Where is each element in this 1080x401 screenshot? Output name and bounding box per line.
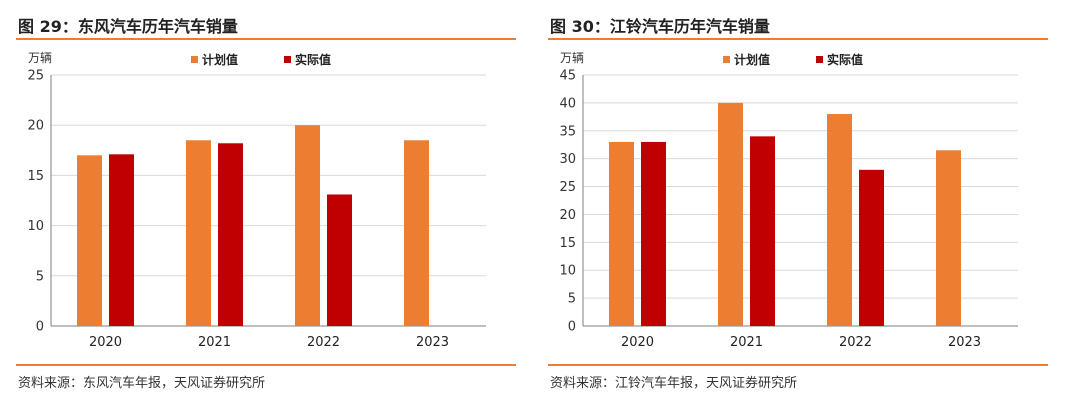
y-axis-label: 万辆 xyxy=(28,51,52,65)
source-rule xyxy=(548,364,1048,366)
bar-plan-2020 xyxy=(77,155,102,326)
y-axis-label: 万辆 xyxy=(560,51,584,65)
y-tick-label: 25 xyxy=(27,69,44,84)
y-tick-label: 15 xyxy=(559,236,576,251)
legend-swatch-0 xyxy=(191,56,198,63)
source-note: 资料来源：东风汽车年报，天风证券研究所 xyxy=(18,376,266,391)
legend-swatch-0 xyxy=(723,56,730,63)
bar-actual-2022 xyxy=(327,194,352,326)
figure-title: 图 29：东风汽车历年汽车销量 xyxy=(18,17,238,36)
y-tick-label: 10 xyxy=(559,264,576,279)
y-tick-label: 45 xyxy=(559,69,576,84)
legend-label-1: 实际值 xyxy=(827,52,863,67)
y-tick-label: 20 xyxy=(559,208,576,223)
bar-plan-2020 xyxy=(609,141,634,326)
bar-actual-2021 xyxy=(750,136,775,326)
y-tick-label: 5 xyxy=(36,269,44,284)
x-tick-label: 2022 xyxy=(839,335,872,350)
x-tick-label: 2020 xyxy=(89,335,122,350)
bar-plan-2022 xyxy=(827,114,852,327)
y-tick-label: 35 xyxy=(559,124,576,139)
y-tick-label: 20 xyxy=(27,119,44,134)
figure-title: 图 30：江铃汽车历年汽车销量 xyxy=(550,17,770,36)
legend-swatch-1 xyxy=(816,56,823,63)
x-tick-label: 2023 xyxy=(416,335,449,350)
bar-plan-2021 xyxy=(718,102,743,326)
legend-label-0: 计划值 xyxy=(202,52,238,67)
x-tick-label: 2021 xyxy=(730,335,763,350)
bar-actual-2022 xyxy=(859,169,884,326)
bar-plan-2023 xyxy=(936,150,961,326)
chart-panel-jiangling: 图 30：江铃汽车历年汽车销量 万辆 计划值 实际值 0 5 10 15 20 25 30 35 40… xyxy=(548,0,1048,401)
title-rule xyxy=(548,38,1048,40)
y-tick-label: 0 xyxy=(568,320,576,335)
y-tick-label: 25 xyxy=(559,180,576,195)
source-rule xyxy=(16,364,516,366)
y-tick-label: 30 xyxy=(559,152,576,167)
legend-label-1: 实际值 xyxy=(295,52,331,67)
y-tick-label: 40 xyxy=(559,96,576,111)
y-tick-label: 5 xyxy=(568,292,576,307)
bar-actual-2021 xyxy=(218,143,243,326)
x-tick-label: 2020 xyxy=(621,335,654,350)
y-tick-label: 15 xyxy=(27,169,44,184)
bar-chart-jiangling: 万辆 计划值 实际值 0 5 10 15 20 25 30 35 40 45 2020 2021 2022 20… xyxy=(559,51,1018,350)
chart-panel-dongfeng: 图 29：东风汽车历年汽车销量 万辆 计划值 实际值 0 5 10 15 20 25 2020 20… xyxy=(16,0,516,401)
bar-plan-2021 xyxy=(186,140,211,326)
title-rule xyxy=(16,38,516,40)
bar-actual-2020 xyxy=(641,141,666,326)
bar-plan-2023 xyxy=(404,140,429,326)
y-tick-label: 0 xyxy=(36,320,44,335)
x-tick-label: 2021 xyxy=(198,335,231,350)
x-tick-label: 2022 xyxy=(307,335,340,350)
bar-plan-2022 xyxy=(295,125,320,326)
y-tick-label: 10 xyxy=(27,219,44,234)
x-tick-label: 2023 xyxy=(948,335,981,350)
bar-actual-2020 xyxy=(109,154,134,326)
bar-chart-dongfeng: 万辆 计划值 实际值 0 5 10 15 20 25 2020 2021 2022 2023 xyxy=(27,51,486,350)
source-note: 资料来源：江铃汽车年报，天风证券研究所 xyxy=(550,376,798,391)
legend-swatch-1 xyxy=(284,56,291,63)
legend-label-0: 计划值 xyxy=(734,52,770,67)
